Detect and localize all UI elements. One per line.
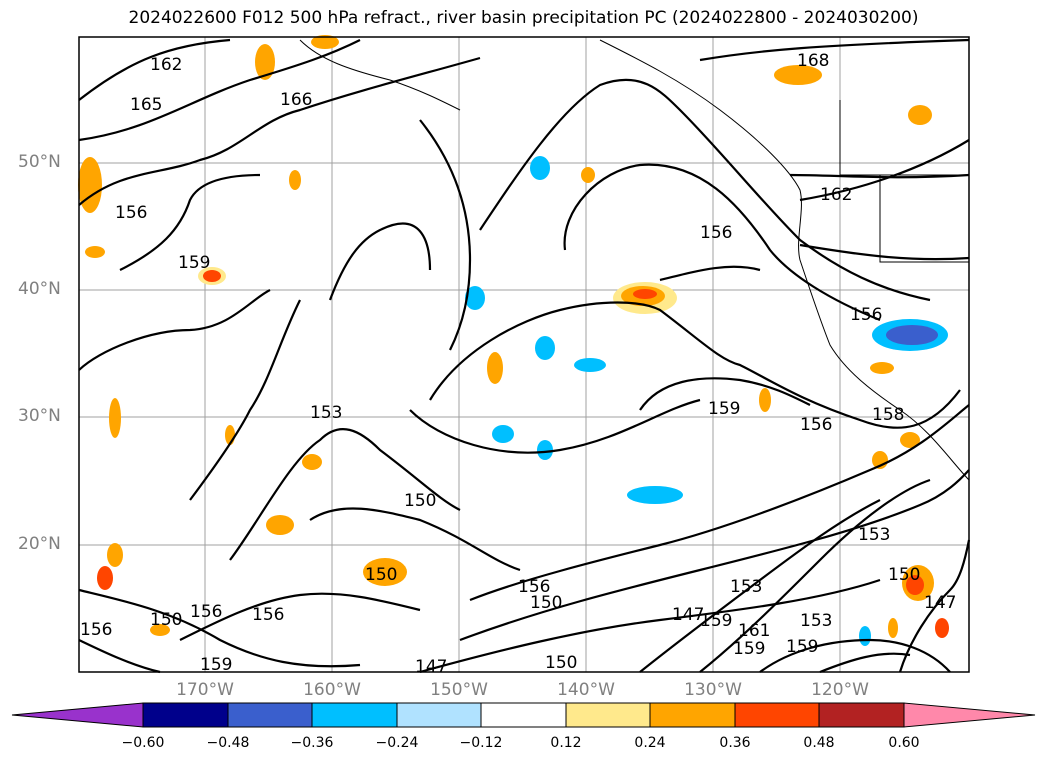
contour-label: 156: [850, 305, 882, 325]
colorbar-tick: −0.60: [121, 735, 165, 751]
contour-label: 147: [415, 657, 447, 677]
contour-label: 159: [200, 655, 232, 675]
contour-labels: 162 165 166 168 156 159 162 156 156 153 …: [80, 51, 956, 677]
contour-label: 159: [700, 611, 732, 631]
contour-label: 162: [150, 55, 182, 75]
colorbar-extend-max: [903, 702, 1036, 728]
colorbar: [11, 702, 1036, 728]
contour-label: 153: [310, 403, 342, 423]
contour-label: 156: [80, 620, 112, 640]
contour-label: 162: [820, 185, 852, 205]
contour-label: 161: [738, 621, 770, 641]
figure-title: 2024022600 F012 500 hPa refract., river …: [128, 8, 919, 28]
contour-label: 153: [730, 577, 762, 597]
contour-label: 159: [178, 253, 210, 273]
contour-label: 153: [800, 611, 832, 631]
lon-label: 160°W: [303, 680, 361, 700]
map-frame: [78, 36, 970, 673]
contour-label: 153: [858, 525, 890, 545]
colorbar-segment: [227, 702, 313, 728]
colorbar-segment: [649, 702, 736, 728]
contour-label: 147: [672, 605, 704, 625]
contour-label: 147: [924, 593, 956, 613]
colorbar-segment: [396, 702, 482, 728]
lon-label: 170°W: [176, 680, 234, 700]
colorbar-segment: [565, 702, 651, 728]
contour-label: 165: [130, 95, 162, 115]
contour-label: 159: [733, 639, 765, 659]
map-area: [79, 37, 969, 672]
colorbar-tick: −0.48: [206, 735, 250, 751]
contour-label: 156: [700, 223, 732, 243]
colorbar-tick: 0.60: [888, 735, 920, 751]
contour-label: 156: [115, 203, 147, 223]
refractivity-contours: [78, 38, 971, 674]
contour-label: 168: [797, 51, 829, 71]
lat-label: 40°N: [18, 279, 61, 299]
contour-label: 159: [786, 637, 818, 657]
colorbar-segment: [734, 702, 820, 728]
contour-label: 156: [518, 577, 550, 597]
contour-label: 150: [365, 565, 397, 585]
contour-label: 150: [545, 653, 577, 673]
colorbar-tick: −0.36: [290, 735, 334, 751]
contour-label: 159: [708, 399, 740, 419]
colorbar-segment: [818, 702, 905, 728]
colorbar-tick: 0.12: [550, 735, 582, 751]
contour-label: 156: [190, 602, 222, 622]
lon-label: 130°W: [684, 680, 742, 700]
contour-label: 158: [872, 405, 904, 425]
colorbar-tick: 0.36: [719, 735, 751, 751]
contour-label: 166: [280, 90, 312, 110]
colorbar-tick: 0.48: [803, 735, 835, 751]
lat-label: 20°N: [18, 534, 61, 554]
contour-label: 150: [888, 565, 920, 585]
contour-label: 150: [404, 491, 436, 511]
contour-label: 156: [252, 605, 284, 625]
lon-label: 140°W: [557, 680, 615, 700]
colorbar-tick: 0.24: [634, 735, 666, 751]
precip-shading: [78, 35, 949, 646]
coastlines: [299, 39, 970, 481]
colorbar-extend-min: [11, 702, 144, 728]
lon-label: 120°W: [811, 680, 869, 700]
lat-label: 30°N: [18, 406, 61, 426]
contour-label: 156: [800, 415, 832, 435]
colorbar-tick: −0.24: [375, 735, 419, 751]
colorbar-segment: [142, 702, 229, 728]
colorbar-tick: −0.12: [459, 735, 503, 751]
lat-label: 50°N: [18, 152, 61, 172]
contour-label: 150: [150, 610, 182, 630]
contour-label: 150: [530, 593, 562, 613]
colorbar-segment: [480, 702, 567, 728]
colorbar-segment: [311, 702, 398, 728]
lon-label: 150°W: [430, 680, 488, 700]
